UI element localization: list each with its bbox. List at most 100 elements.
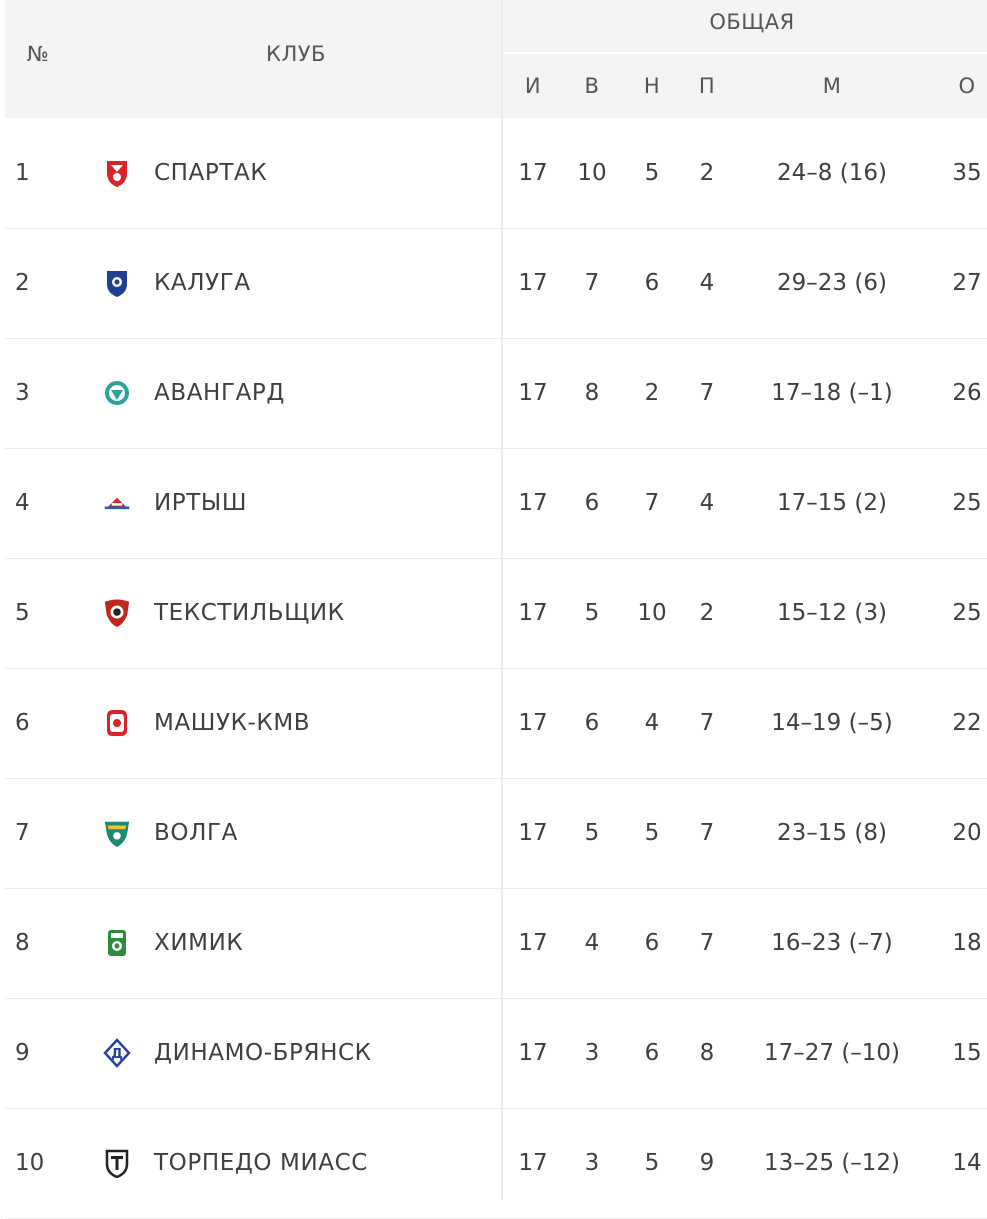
header-club: КЛУБ <box>266 42 326 66</box>
club-name[interactable]: ИРТЫШ <box>154 490 248 516</box>
games-played: 17 <box>518 710 548 736</box>
points: 14 <box>952 1150 982 1176</box>
dinamo-logo-icon: Д <box>103 1037 131 1069</box>
wins: 6 <box>584 710 600 736</box>
points: 15 <box>952 1040 982 1066</box>
losses: 4 <box>699 270 715 296</box>
wins: 3 <box>584 1150 600 1176</box>
wins: 7 <box>584 270 600 296</box>
points: 18 <box>952 930 982 956</box>
mashuk-logo-icon <box>103 707 131 739</box>
losses: 8 <box>699 1040 715 1066</box>
draws: 5 <box>644 820 660 846</box>
club-name[interactable]: СПАРТАК <box>154 160 268 186</box>
row-position: 3 <box>15 380 30 406</box>
goals: 13–25 (–12) <box>763 1150 901 1176</box>
header-number: № <box>26 42 50 66</box>
games-played: 17 <box>518 600 548 626</box>
club-name[interactable]: ХИМИК <box>154 930 244 956</box>
losses: 7 <box>699 380 715 406</box>
wins: 3 <box>584 1040 600 1066</box>
table-row[interactable]: 10 ТОРПЕДО МИАСС 17 3 5 9 13–25 (–12) 14 <box>5 1108 987 1219</box>
club-name[interactable]: ТОРПЕДО МИАСС <box>154 1150 368 1176</box>
volga-logo-icon <box>103 817 131 849</box>
draws: 5 <box>644 160 660 186</box>
points: 26 <box>952 380 982 406</box>
torpedo-logo-icon <box>103 1147 131 1179</box>
row-position: 5 <box>15 600 30 626</box>
table-row[interactable]: 2 КАЛУГА 17 7 6 4 29–23 (6) 27 <box>5 228 987 339</box>
games-played: 17 <box>518 490 548 516</box>
draws: 6 <box>644 270 660 296</box>
kaluga-logo-icon <box>103 267 131 299</box>
goals: 15–12 (3) <box>777 600 887 626</box>
points: 22 <box>952 710 982 736</box>
losses: 4 <box>699 490 715 516</box>
table-row[interactable]: 7 ВОЛГА 17 5 5 7 23–15 (8) 20 <box>5 778 987 889</box>
games-played: 17 <box>518 1040 548 1066</box>
row-position: 9 <box>15 1040 30 1066</box>
games-played: 17 <box>518 270 548 296</box>
table-row[interactable]: 5 ТЕКСТИЛЬЩИК 17 5 10 2 15–12 (3) 25 <box>5 558 987 669</box>
header-left <box>5 0 501 118</box>
goals: 17–27 (–10) <box>763 1040 901 1066</box>
wins: 6 <box>584 490 600 516</box>
table-row[interactable]: 1 СПАРТАК 17 10 5 2 24–8 (16) 35 <box>5 118 987 229</box>
wins: 8 <box>584 380 600 406</box>
losses: 7 <box>699 930 715 956</box>
losses: 7 <box>699 710 715 736</box>
row-position: 2 <box>15 270 30 296</box>
club-name[interactable]: ТЕКСТИЛЬЩИК <box>154 600 345 626</box>
draws: 6 <box>644 930 660 956</box>
row-position: 10 <box>15 1150 45 1176</box>
header-columns <box>503 54 987 118</box>
draws: 7 <box>644 490 660 516</box>
club-name[interactable]: ВОЛГА <box>154 820 238 846</box>
goals: 16–23 (–7) <box>771 930 893 956</box>
row-position: 8 <box>15 930 30 956</box>
losses: 9 <box>699 1150 715 1176</box>
goals: 17–15 (2) <box>777 490 887 516</box>
spartak-logo-icon <box>103 157 131 189</box>
games-played: 17 <box>518 930 548 956</box>
table-row[interactable]: 8 ХИМИК 17 4 6 7 16–23 (–7) 18 <box>5 888 987 999</box>
draws: 6 <box>644 1040 660 1066</box>
row-position: 4 <box>15 490 30 516</box>
wins: 4 <box>584 930 600 956</box>
losses: 2 <box>699 160 715 186</box>
row-position: 1 <box>15 160 30 186</box>
svg-text:Д: Д <box>111 1047 123 1062</box>
points: 25 <box>952 600 982 626</box>
club-name[interactable]: КАЛУГА <box>154 270 251 296</box>
losses: 2 <box>699 600 715 626</box>
games-played: 17 <box>518 160 548 186</box>
avangard-logo-icon <box>103 377 131 409</box>
wins: 5 <box>584 820 600 846</box>
games-played: 17 <box>518 380 548 406</box>
goals: 24–8 (16) <box>777 160 887 186</box>
header-points: О <box>958 74 976 98</box>
irtysh-logo-icon <box>103 487 131 519</box>
points: 20 <box>952 820 982 846</box>
club-name[interactable]: ДИНАМО-БРЯНСК <box>154 1040 372 1066</box>
draws: 5 <box>644 1150 660 1176</box>
table-row[interactable]: 9 Д ДИНАМО-БРЯНСК 17 3 6 8 17–27 (–10) 1… <box>5 998 987 1109</box>
draws: 2 <box>644 380 660 406</box>
table-row[interactable]: 6 МАШУК-КМВ 17 6 4 7 14–19 (–5) 22 <box>5 668 987 779</box>
column-divider <box>501 0 503 1200</box>
row-position: 6 <box>15 710 30 736</box>
khimik-logo-icon <box>103 927 131 959</box>
header-group <box>503 0 987 52</box>
club-name[interactable]: АВАНГАРД <box>154 380 285 406</box>
club-name[interactable]: МАШУК-КМВ <box>154 710 311 736</box>
wins: 5 <box>584 600 600 626</box>
table-row[interactable]: 3 АВАНГАРД 17 8 2 7 17–18 (–1) 26 <box>5 338 987 449</box>
header-losses: П <box>698 74 716 98</box>
goals: 29–23 (6) <box>777 270 887 296</box>
losses: 7 <box>699 820 715 846</box>
table-row[interactable]: 4 ИРТЫШ 17 6 7 4 17–15 (2) 25 <box>5 448 987 559</box>
header-games: И <box>524 74 542 98</box>
draws: 4 <box>644 710 660 736</box>
draws: 10 <box>637 600 667 626</box>
